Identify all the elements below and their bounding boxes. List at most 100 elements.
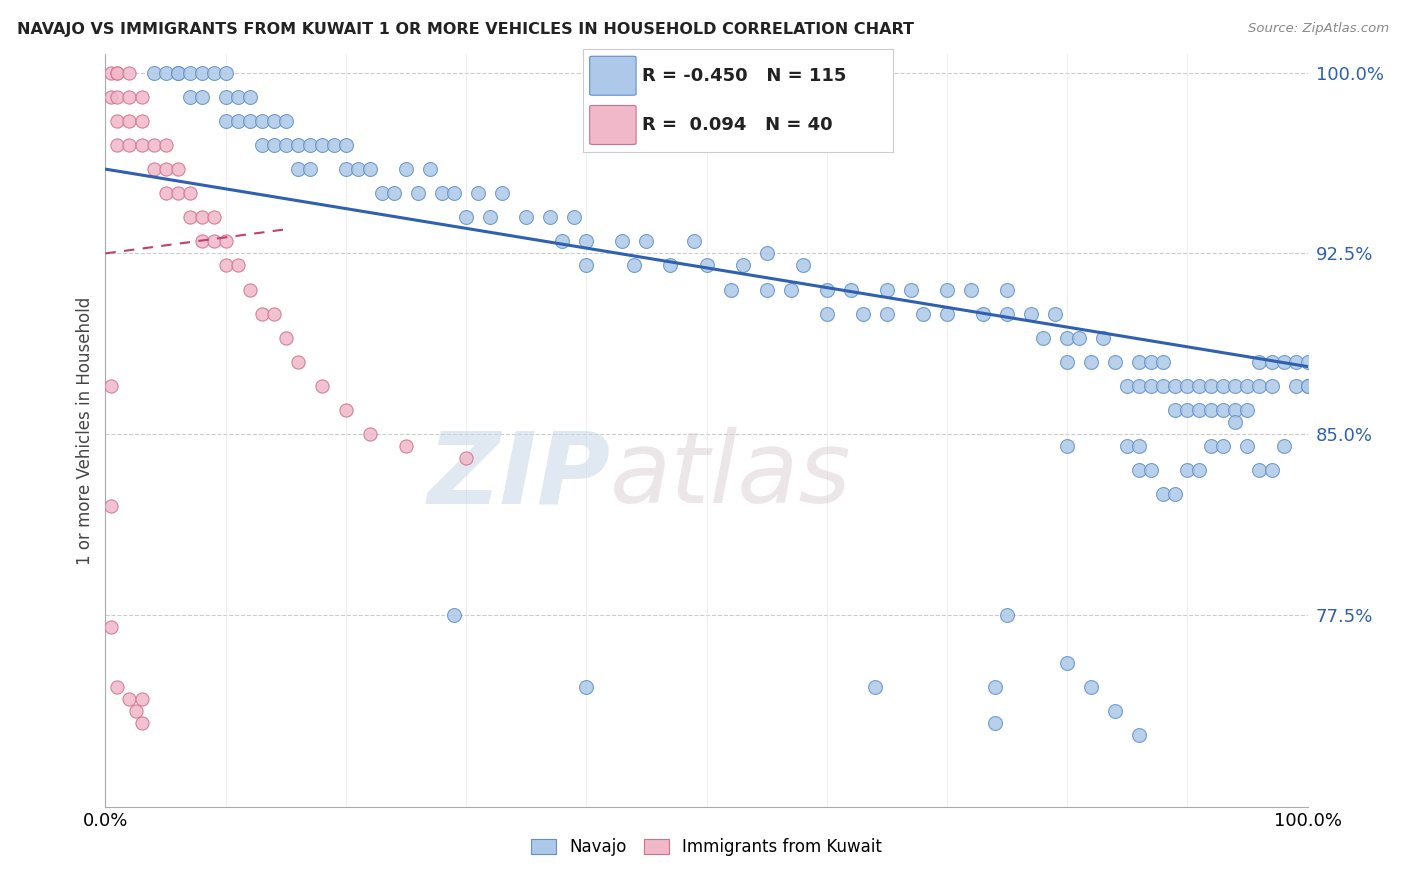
Y-axis label: 1 or more Vehicles in Household: 1 or more Vehicles in Household: [76, 296, 94, 565]
Point: [430, 186, 453, 201]
Point: [118, 66, 141, 80]
Point: [720, 283, 742, 297]
Point: [1152, 355, 1174, 369]
Point: [454, 451, 477, 466]
Point: [972, 307, 994, 321]
Point: [274, 114, 297, 128]
Point: [936, 307, 959, 321]
Point: [100, 90, 122, 104]
Point: [839, 283, 862, 297]
Point: [202, 66, 225, 80]
FancyBboxPatch shape: [589, 105, 636, 145]
Point: [1128, 355, 1150, 369]
Text: Source: ZipAtlas.com: Source: ZipAtlas.com: [1249, 22, 1389, 36]
Point: [1260, 355, 1282, 369]
Point: [124, 704, 146, 718]
Point: [107, 66, 129, 80]
Point: [107, 138, 129, 153]
Point: [623, 259, 645, 273]
Point: [1164, 487, 1187, 501]
Point: [166, 66, 188, 80]
Point: [1152, 487, 1174, 501]
Point: [1188, 403, 1211, 417]
Text: R = -0.450   N = 115: R = -0.450 N = 115: [643, 67, 846, 85]
Point: [443, 607, 465, 622]
Point: [1175, 403, 1198, 417]
Point: [118, 692, 141, 706]
Point: [755, 283, 778, 297]
Point: [575, 680, 598, 694]
Point: [250, 138, 273, 153]
Point: [575, 259, 598, 273]
Point: [995, 307, 1018, 321]
Point: [1140, 379, 1163, 393]
Point: [311, 379, 333, 393]
Point: [779, 283, 801, 297]
Point: [659, 259, 682, 273]
Point: [491, 186, 513, 201]
Point: [131, 90, 153, 104]
Point: [1056, 439, 1078, 453]
Point: [419, 162, 441, 177]
Point: [815, 307, 838, 321]
Point: [1272, 355, 1295, 369]
Point: [395, 439, 418, 453]
Point: [1296, 355, 1319, 369]
Point: [1249, 355, 1271, 369]
Point: [1225, 415, 1247, 429]
Point: [100, 379, 122, 393]
Text: NAVAJO VS IMMIGRANTS FROM KUWAIT 1 OR MORE VEHICLES IN HOUSEHOLD CORRELATION CHA: NAVAJO VS IMMIGRANTS FROM KUWAIT 1 OR MO…: [17, 22, 914, 37]
Point: [287, 138, 309, 153]
Point: [1080, 680, 1102, 694]
Text: atlas: atlas: [610, 427, 852, 524]
Point: [1296, 379, 1319, 393]
Point: [166, 66, 188, 80]
Legend: Navajo, Immigrants from Kuwait: Navajo, Immigrants from Kuwait: [524, 831, 889, 863]
Point: [322, 138, 344, 153]
Point: [1296, 379, 1319, 393]
Point: [1225, 379, 1247, 393]
Point: [190, 90, 212, 104]
Point: [467, 186, 489, 201]
Point: [792, 259, 814, 273]
Point: [1249, 463, 1271, 477]
Point: [1152, 379, 1174, 393]
Point: [155, 186, 177, 201]
Point: [1164, 379, 1187, 393]
Point: [359, 162, 381, 177]
Point: [1284, 355, 1306, 369]
Point: [274, 138, 297, 153]
Point: [876, 307, 898, 321]
Point: [226, 90, 249, 104]
Point: [1201, 439, 1223, 453]
Point: [1260, 463, 1282, 477]
Point: [155, 66, 177, 80]
Point: [107, 90, 129, 104]
Point: [960, 283, 983, 297]
Point: [371, 186, 394, 201]
Point: [515, 211, 537, 225]
Point: [107, 66, 129, 80]
Point: [100, 500, 122, 514]
Point: [1188, 379, 1211, 393]
Point: [1236, 379, 1258, 393]
Point: [1056, 355, 1078, 369]
Point: [100, 620, 122, 634]
Point: [1056, 656, 1078, 670]
Point: [190, 66, 212, 80]
Point: [142, 66, 165, 80]
Point: [1201, 379, 1223, 393]
Point: [263, 307, 285, 321]
Point: [562, 211, 585, 225]
Point: [1201, 403, 1223, 417]
Point: [1043, 307, 1066, 321]
Point: [1128, 463, 1150, 477]
Point: [166, 162, 188, 177]
Point: [1140, 355, 1163, 369]
Point: [731, 259, 754, 273]
Point: [1128, 379, 1150, 393]
Point: [131, 692, 153, 706]
Point: [1116, 439, 1139, 453]
Point: [335, 162, 357, 177]
Point: [1188, 463, 1211, 477]
